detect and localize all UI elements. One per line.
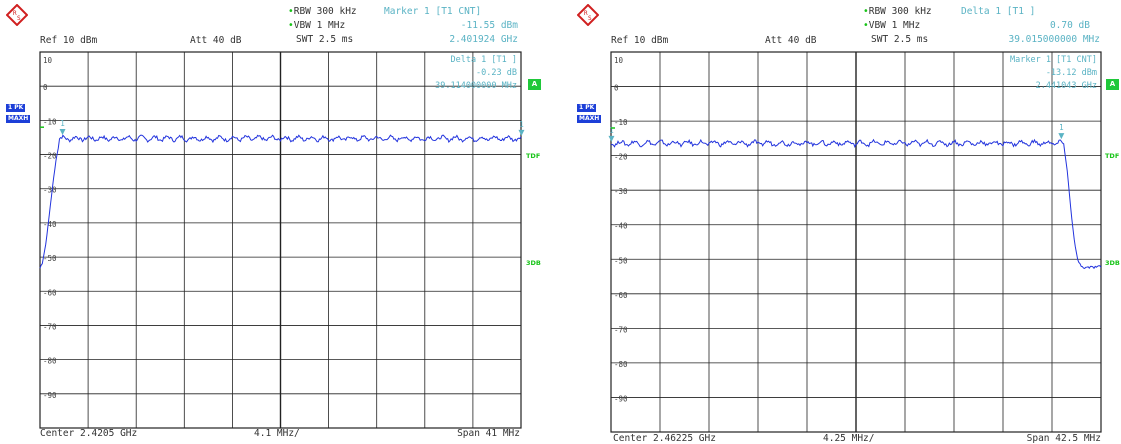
y-tick-label: -90 (614, 394, 628, 403)
spectrum-plot-left: 10 0 -10 -20 -30 -40 -50 -60 -70 -80 -90 Delta 1 [T… (39, 51, 525, 429)
spectrum-trace (39, 134, 522, 269)
y-tick-label: -70 (614, 325, 628, 334)
spectrum-trace (610, 138, 1102, 270)
marker-info-freq: 2.401924 GHz (449, 34, 518, 45)
delta-info-level: -0.23 dB (476, 68, 517, 78)
center-label: Center 2.46225 GHz (613, 433, 716, 444)
att-value: 40 dB (787, 35, 817, 46)
marker-number-label: 1 (60, 119, 65, 128)
att-label: Att (765, 35, 783, 46)
ref-label: Ref (40, 35, 58, 46)
marker-number-label: 1 (1059, 123, 1064, 132)
y-tick-label: -20 (614, 153, 628, 162)
rohde-schwarz-logo-icon: R S (577, 4, 599, 26)
trace-badge: 1 PK (6, 104, 26, 112)
marker-number-label: 1 (519, 120, 524, 129)
y-tick-label: -10 (614, 118, 628, 127)
delta-info-title: Marker 1 [T1 CNT] (1010, 55, 1097, 65)
vbw-label: VBW 1 MHz (293, 20, 346, 31)
y-tick-label: 10 (43, 56, 53, 65)
y-tick-label: 0 (614, 84, 619, 93)
3db-label: 3DB (526, 259, 541, 267)
a-box: A (1106, 79, 1119, 90)
rbw-dot: • (288, 6, 294, 17)
marker-number-label: 1 (609, 126, 614, 135)
mode-badge: MAXH (6, 115, 31, 123)
y-tick-label: -80 (614, 360, 628, 369)
svg-text:R: R (13, 10, 17, 17)
delta-info-level: -13.12 dBm (1046, 68, 1097, 78)
ref-label: Ref (611, 35, 629, 46)
svg-text:S: S (588, 15, 592, 22)
swt-label: SWT 2.5 ms (296, 34, 354, 45)
y-tick-label: 0 (43, 83, 48, 92)
y-tick-label: -20 (43, 152, 57, 161)
marker-triangle (608, 135, 615, 142)
delta-info-freq: 39.114000000 MHz (435, 81, 517, 91)
rbw-label: RBW 300 kHz (868, 6, 932, 17)
svg-text:S: S (17, 15, 21, 22)
y-tick-label: -50 (43, 254, 57, 263)
spectrum-panel-left: R S •RBW 300 kHz •VBW 1 MHz SWT 2.5 ms M… (0, 0, 560, 443)
att-label: Att (190, 35, 208, 46)
div-label: 4.25 MHz/ (823, 433, 875, 444)
y-tick-label: -90 (43, 391, 57, 400)
vbw-dot: • (863, 20, 869, 31)
spectrum-plot-right: 10 0 -10 -20 -30 -40 -50 -60 -70 -80 -90 Marker 1 [… (608, 51, 1102, 433)
vbw-label: VBW 1 MHz (868, 20, 921, 31)
marker-info-title: Delta 1 [T1 ] (961, 6, 1036, 17)
y-tick-label: -60 (614, 291, 628, 300)
y-tick-label: -50 (614, 256, 628, 265)
svg-text:R: R (584, 10, 588, 17)
span-label: Span 42.5 MHz (1026, 433, 1101, 444)
marker-triangle (518, 129, 525, 136)
marker-info-freq: 39.015000000 MHz (1008, 34, 1100, 45)
att-value: 40 dB (212, 35, 242, 46)
delta-info-title: Delta 1 [T1 ] (450, 55, 517, 65)
delta-info-freq: 2.441043 GHz (1036, 81, 1097, 91)
marker-info-level: 0.70 dB (1049, 20, 1090, 31)
y-tick-label: -40 (43, 220, 57, 229)
ref-level: 10 dBm (633, 35, 669, 46)
rohde-schwarz-logo-icon: R S (6, 4, 28, 26)
y-tick-label: -80 (43, 357, 57, 366)
rbw-label: RBW 300 kHz (293, 6, 357, 17)
trace-badge: 1 PK (577, 104, 597, 112)
tdf-label: TDF (1105, 152, 1120, 160)
y-tick-label: -60 (43, 288, 57, 297)
rbw-dot: • (863, 6, 869, 17)
div-label: 4.1 MHz/ (254, 428, 300, 439)
tdf-label: TDF (526, 152, 541, 160)
marker-triangle (59, 129, 66, 136)
vbw-dot: • (288, 20, 294, 31)
y-tick-label: -30 (43, 186, 57, 195)
y-tick-label: -70 (43, 322, 57, 331)
spectrum-panel-right: R S •RBW 300 kHz •VBW 1 MHz SWT 2.5 ms D… (561, 0, 1121, 444)
marker-triangle (1058, 133, 1065, 140)
ref-level: 10 dBm (62, 35, 98, 46)
swt-label: SWT 2.5 ms (871, 34, 929, 45)
center-label: Center 2.4205 GHz (40, 428, 138, 439)
y-tick-label: -10 (43, 117, 57, 126)
a-box: A (528, 79, 541, 90)
marker-info-title: Marker 1 [T1 CNT] (384, 6, 482, 17)
y-tick-label: -30 (614, 187, 628, 196)
y-tick-label: -40 (614, 222, 628, 231)
marker-info-level: -11.55 dBm (460, 20, 518, 31)
span-label: Span 41 MHz (457, 428, 520, 439)
y-tick-label: 10 (614, 56, 624, 65)
mode-badge: MAXH (577, 115, 602, 123)
3db-label: 3DB (1105, 259, 1120, 267)
